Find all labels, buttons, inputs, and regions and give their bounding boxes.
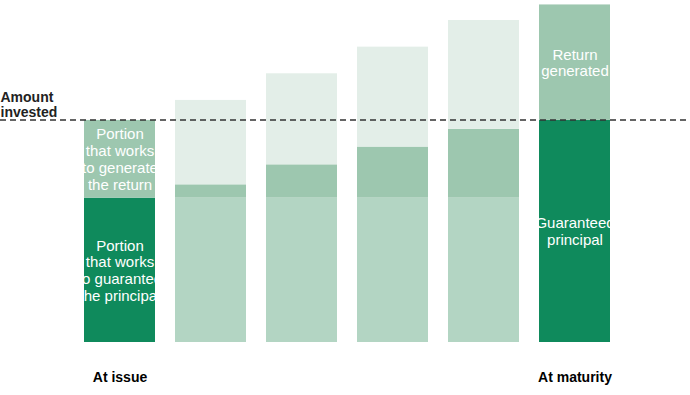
- svg-text:Returngenerated: Returngenerated: [541, 46, 609, 80]
- svg-text:Guaranteedprincipal: Guaranteedprincipal: [535, 214, 614, 248]
- svg-text:At issue: At issue: [93, 369, 148, 385]
- svg-text:Portionthat worksto generateth: Portionthat worksto generatethe return: [82, 125, 158, 192]
- svg-text:At maturity: At maturity: [538, 369, 612, 385]
- svg-text:Portionthat worksto guaranteet: Portionthat worksto guaranteethe princip…: [78, 237, 162, 304]
- svg-text:Amountinvested: Amountinvested: [1, 89, 58, 120]
